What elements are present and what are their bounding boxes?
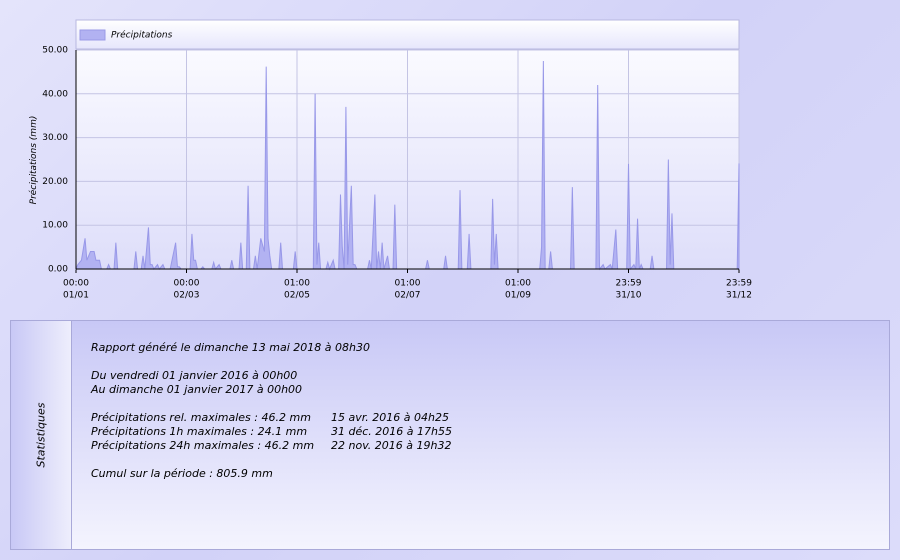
stat-row: Précipitations rel. maximales : 46.2 mm 1… [91, 411, 452, 425]
stat-row: Précipitations 1h maximales : 24.1 mm 31 … [91, 425, 452, 439]
report-line: Rapport généré le dimanche 13 mai 2018 à… [91, 341, 370, 354]
x-tick-label: 01/09 [505, 291, 531, 301]
stat-label: Précipitations 1h maximales : 24.1 mm [91, 425, 308, 438]
x-tick-label: 02/05 [284, 291, 310, 301]
y-tick-label: 50.00 [42, 46, 68, 56]
stats-title: Statistiques [34, 402, 48, 468]
period-line: Au dimanche 01 janvier 2017 à 00h00 [91, 383, 303, 396]
stat-date: 15 avr. 2016 à 04h25 [331, 411, 449, 424]
stat-row: Précipitations 24h maximales : 46.2 mm 22… [91, 439, 452, 453]
total-line: Cumul sur la période : 805.9 mm [91, 467, 273, 480]
y-tick-label: 30.00 [42, 133, 68, 143]
stats-side: Statistiques [11, 321, 72, 549]
y-tick-label: 40.00 [42, 89, 68, 99]
x-tick-label: 02/03 [174, 291, 200, 301]
stat-label: Précipitations 24h maximales : 46.2 mm [91, 439, 315, 452]
x-tick-label: 01:00 [284, 279, 310, 289]
y-axis-label: Précipitations (mm) [28, 116, 39, 205]
x-tick-label: 01:00 [395, 279, 421, 289]
x-tick-label: 01/01 [63, 291, 89, 301]
y-tick-label: 0.00 [48, 265, 68, 275]
x-tick-label: 31/12 [726, 291, 752, 301]
legend-label: Précipitations [111, 30, 173, 41]
legend-swatch [79, 29, 106, 41]
chart: Précipitations Précipitations (mm) 0.00 1… [28, 19, 752, 301]
period-line: Du vendredi 01 janvier 2016 à 00h00 [91, 369, 298, 382]
y-tick-label: 10.00 [42, 221, 68, 231]
x-tick-label: 23:59 [726, 279, 752, 289]
stat-date: 22 nov. 2016 à 19h32 [331, 439, 452, 452]
x-tick-label: 00:00 [174, 279, 200, 289]
x-tick-label: 31/10 [616, 291, 642, 301]
x-tick-label: 23:59 [616, 279, 642, 289]
precipitation-area [75, 60, 740, 271]
stats-panel: Statistiques Rapport généré le dimanche … [10, 320, 890, 550]
y-tick-label: 20.00 [42, 177, 68, 187]
x-tick-label: 00:00 [63, 279, 89, 289]
x-tick-label: 02/07 [395, 291, 421, 301]
legend-box [75, 19, 740, 50]
stat-label: Précipitations rel. maximales : 46.2 mm [91, 411, 311, 424]
stat-date: 31 déc. 2016 à 17h55 [331, 425, 452, 438]
x-tick-label: 01:00 [505, 279, 531, 289]
stats-body: Rapport généré le dimanche 13 mai 2018 à… [91, 341, 452, 481]
